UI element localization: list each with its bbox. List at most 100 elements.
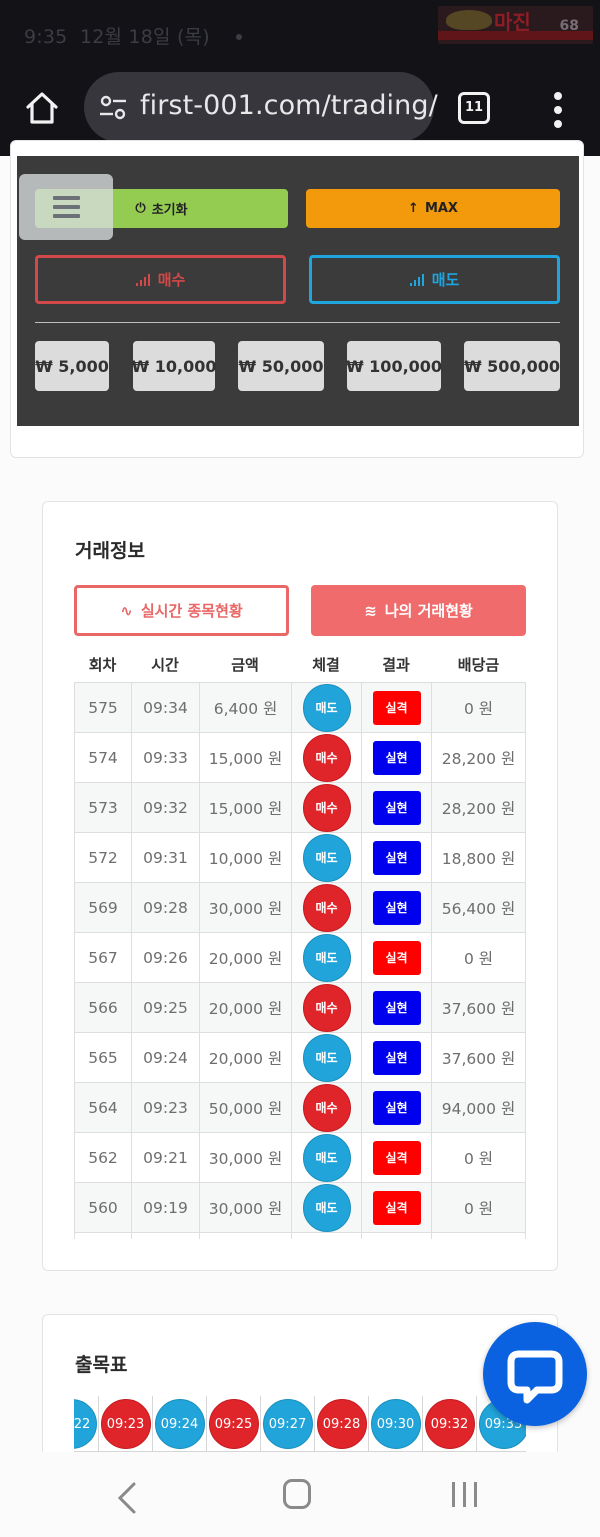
cell-amount: 20,000 원: [199, 1033, 291, 1082]
chat-bubble-icon: [507, 1350, 563, 1404]
table-row: 562 09:21 30,000 원 매도 실격 0 원: [74, 1133, 526, 1183]
buy-label: 매수: [157, 271, 186, 289]
col-result: 결과: [382, 656, 410, 674]
col-time: 시간: [151, 656, 179, 674]
cell-direction: 매도: [291, 1033, 361, 1082]
divider: [35, 322, 560, 323]
table-row: 564 09:23 50,000 원 매수 실현 94,000 원: [74, 1083, 526, 1133]
site-settings-icon: [100, 95, 126, 120]
cell-time: 09:24: [131, 1033, 199, 1082]
cell-round: 575: [74, 683, 131, 732]
col-direction: 체결: [312, 656, 340, 674]
chart-sell-dot: 09:27: [262, 1399, 313, 1449]
chart-column: 09:24: [152, 1396, 206, 1451]
status-datetime: 9:35 12월 18일 (목): [24, 22, 210, 49]
trade-info-title: 거래정보: [75, 540, 145, 562]
chart-column: 09:22: [74, 1396, 98, 1451]
watermark-text: 마진: [494, 10, 531, 34]
cell-amount: 50,000 원: [199, 1083, 291, 1132]
chart-buy-dot: 09:32: [424, 1399, 475, 1449]
cell-amount: 15,000 원: [199, 783, 291, 832]
tab-my-trades[interactable]: ≋ 나의 거래현황: [311, 585, 526, 636]
sell-badge: 매도: [302, 1033, 351, 1082]
table-row: 567 09:26 20,000 원 매도 실격 0 원: [74, 933, 526, 983]
cell-time: 09:21: [131, 1133, 199, 1182]
sell-badge: 매도: [302, 933, 351, 982]
home-button[interactable]: [22, 88, 62, 128]
result-lose-badge: 실격: [372, 1140, 421, 1175]
cell-round: 569: [74, 883, 131, 932]
back-icon[interactable]: [112, 1480, 142, 1516]
table-row: 569 09:28 30,000 원 매수 실현 56,400 원: [74, 883, 526, 933]
result-lose-badge: 실격: [372, 1190, 421, 1225]
cell-amount: 6,400 원: [199, 683, 291, 732]
cell-result: 실격: [361, 933, 431, 982]
tab-live-status[interactable]: ∿ 실시간 종목현황: [74, 585, 289, 636]
sell-badge: 매도: [302, 1183, 351, 1232]
address-bar[interactable]: first-001.com/trading/: [84, 72, 438, 142]
chart-column: 09:28: [314, 1396, 368, 1451]
cell-result: 실현: [361, 783, 431, 832]
chart-buy-dot: 09:25: [208, 1399, 259, 1449]
result-win-badge: 실현: [372, 1040, 421, 1075]
cell-direction: 매도: [291, 833, 361, 882]
cell-direction: 매수: [291, 1083, 361, 1132]
chart-column: 09:27: [260, 1396, 314, 1451]
result-chart-strip[interactable]: 09:2209:2309:2409:2509:2709:2809:3009:32…: [74, 1396, 526, 1452]
sell-badge: 매도: [302, 833, 351, 882]
max-button[interactable]: ↑ MAX: [306, 189, 560, 228]
amount-button[interactable]: ₩ 5,000: [35, 341, 109, 391]
cell-time: 09:33: [131, 733, 199, 782]
status-bar: 9:35 12월 18일 (목) 마진 68: [0, 0, 600, 70]
table-header: 회차 시간 금액 체결 결과 배당금: [74, 654, 526, 680]
table-row: 573 09:32 15,000 원 매수 실현 28,200 원: [74, 783, 526, 833]
cell-payout: 37,600 원: [431, 1033, 526, 1082]
cell-result: [361, 1233, 431, 1239]
cell-direction: 매수: [291, 783, 361, 832]
amount-button[interactable]: ₩ 10,000: [132, 341, 216, 391]
more-vert-icon[interactable]: [552, 90, 564, 130]
cell-payout: 0 원: [431, 1183, 526, 1232]
chart-column: 09:32: [422, 1396, 476, 1451]
result-win-badge: 실현: [372, 790, 421, 825]
menu-button[interactable]: [19, 174, 113, 240]
buy-badge: 매수: [302, 1083, 351, 1132]
table-row: 574 09:33 15,000 원 매수 실현 28,200 원: [74, 733, 526, 783]
amount-button[interactable]: ₩ 50,000: [238, 341, 324, 391]
cell-payout: 0 원: [431, 933, 526, 982]
cell-amount: 10,000 원: [199, 833, 291, 882]
arrow-up-icon: ↑: [408, 201, 419, 216]
cell-result: 실현: [361, 1083, 431, 1132]
url-text: first-001.com/trading/: [140, 90, 438, 121]
cell-direction: 매수: [291, 983, 361, 1032]
cell-time: 09:31: [131, 833, 199, 882]
sell-badge: 매도: [302, 1133, 351, 1182]
cell-payout: [431, 1233, 526, 1239]
cell-round: 574: [74, 733, 131, 782]
cell-payout: 0 원: [431, 1133, 526, 1182]
chat-button[interactable]: [483, 1322, 587, 1426]
buy-badge: 매수: [302, 783, 351, 832]
pulse-icon: ∿: [120, 601, 133, 620]
chart-buy-dot: 09:28: [316, 1399, 367, 1449]
cell-amount: 20,000 원: [199, 983, 291, 1032]
cell-payout: 37,600 원: [431, 983, 526, 1032]
cell-result: 실현: [361, 883, 431, 932]
trade-table[interactable]: 575 09:34 6,400 원 매도 실격 0 원 574 09:33 15,000 원 매수…: [74, 682, 526, 1239]
sell-button[interactable]: 매도: [309, 255, 560, 304]
amount-button[interactable]: ₩ 500,000: [464, 341, 560, 391]
cell-result: 실현: [361, 983, 431, 1032]
sell-badge: 매도: [302, 683, 351, 732]
cell-payout: 56,400 원: [431, 883, 526, 932]
buy-button[interactable]: 매수: [35, 255, 286, 304]
watermark-logo: 마진 68: [438, 6, 593, 44]
cell-round: 573: [74, 783, 131, 832]
recent-apps-icon[interactable]: [450, 1480, 480, 1510]
home-nav-icon[interactable]: [283, 1479, 311, 1509]
hamburger-icon: [53, 196, 80, 200]
tabs-button[interactable]: 11: [458, 92, 490, 124]
hamburger-icon-line: [53, 214, 80, 218]
cell-time: 09:28: [131, 883, 199, 932]
amount-button[interactable]: ₩ 100,000: [346, 341, 442, 391]
